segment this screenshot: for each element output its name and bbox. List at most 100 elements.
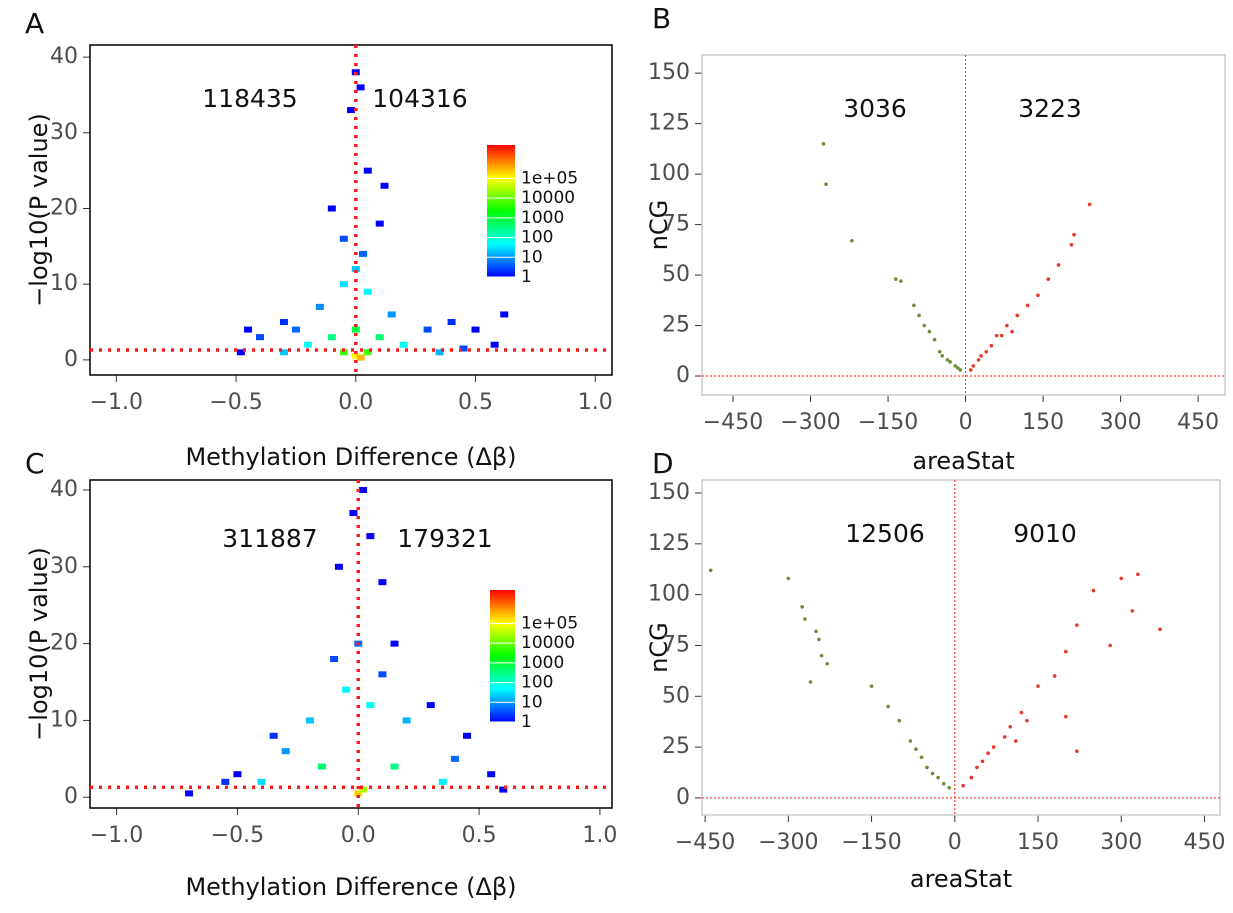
colorbar-label: 10 [521, 247, 543, 267]
point [1010, 329, 1014, 334]
plot-frame [701, 479, 1221, 816]
y-tick-label: 50 [662, 683, 690, 708]
y-tick-label: 150 [648, 60, 690, 85]
hex-cell [351, 353, 360, 360]
x-tick-label: 450 [1177, 410, 1219, 435]
point [1075, 623, 1079, 627]
point [1036, 684, 1040, 688]
hex-cell [279, 319, 288, 326]
hex-cell [426, 702, 435, 709]
point [976, 358, 981, 362]
x-tick-label: 0.0 [341, 823, 376, 848]
point [912, 303, 916, 308]
y-axis-title: −log10(P value) [25, 113, 53, 307]
count-annotation: 12506 [845, 519, 925, 548]
hex-cell [487, 771, 496, 778]
point [899, 279, 903, 283]
point [936, 775, 940, 780]
hex-cell [339, 235, 348, 242]
hex-cell [390, 763, 399, 770]
hex-cell [402, 717, 411, 724]
point [937, 349, 942, 354]
hex-cell [269, 732, 278, 739]
y-tick-label: 20 [50, 195, 78, 220]
point [945, 358, 950, 362]
point [961, 783, 965, 788]
hex-cell [351, 326, 360, 333]
y-tick-label: 0 [676, 785, 690, 810]
x-tick-label: −300 [758, 830, 818, 855]
y-tick-label: 30 [50, 554, 78, 579]
y-axis-title: nCG [645, 200, 673, 251]
colorbar [490, 590, 515, 722]
point [941, 781, 946, 786]
x-tick-label: −300 [780, 410, 840, 435]
colorbar-label: 1000 [521, 653, 564, 673]
point [969, 775, 974, 780]
hex-cell [327, 334, 336, 341]
hex-cell [363, 349, 372, 356]
hex-cell [305, 717, 314, 724]
point [980, 759, 985, 764]
hex-cell [366, 702, 375, 709]
hex-cell [221, 778, 230, 785]
count-annotation: 179321 [397, 524, 492, 553]
point [1075, 749, 1079, 753]
point [1087, 202, 1092, 207]
point [1072, 232, 1076, 237]
hex-cell [499, 786, 508, 793]
hex-cell [351, 266, 360, 273]
colorbar-label: 100 [521, 673, 553, 693]
hex-cell [257, 778, 266, 785]
x-axis-title: Methylation Difference (Δβ) [185, 873, 516, 901]
y-tick-label: 75 [662, 632, 690, 657]
point [968, 368, 973, 372]
y-tick-label: 25 [662, 313, 690, 338]
point [908, 739, 913, 743]
point [930, 771, 935, 776]
hex-cell [363, 288, 372, 295]
count-annotation: 3036 [843, 94, 907, 123]
hex-cell [315, 303, 324, 310]
panel-label: C [25, 447, 45, 480]
colorbar-label: 1 [521, 267, 532, 287]
hex-cell [359, 786, 368, 793]
x-tick-label: 0.0 [338, 390, 373, 415]
point [927, 329, 932, 334]
point [869, 684, 874, 688]
point [971, 364, 976, 368]
point [1025, 303, 1030, 308]
hex-cell [349, 510, 358, 517]
hex-cell [390, 640, 399, 647]
hex-cell [387, 311, 396, 318]
point [819, 653, 824, 658]
x-axis-title: Methylation Difference (Δβ) [185, 443, 516, 471]
x-tick-label: 300 [1100, 830, 1142, 855]
point [1108, 643, 1112, 648]
point [786, 576, 791, 581]
hex-cell [356, 84, 365, 91]
y-tick-label: 40 [50, 477, 78, 502]
point [1158, 627, 1162, 632]
point [1014, 739, 1018, 743]
point [989, 343, 994, 348]
point [947, 785, 952, 790]
panel-label: D [652, 447, 674, 480]
y-axis-title: nCG [645, 622, 673, 673]
point [1119, 576, 1124, 581]
x-tick-label: 0.5 [458, 390, 493, 415]
point [925, 765, 929, 770]
y-tick-label: 50 [662, 262, 690, 287]
plot-frame [89, 479, 613, 809]
hex-cell [399, 341, 408, 348]
y-tick-label: 10 [50, 271, 78, 296]
x-tick-label: 450 [1183, 830, 1225, 855]
hex-cell [380, 182, 389, 189]
x-tick-label: 0 [948, 830, 962, 855]
point [821, 142, 826, 146]
x-tick-label: −150 [841, 830, 901, 855]
point [979, 354, 983, 358]
colorbar [487, 145, 515, 277]
x-tick-label: −150 [858, 410, 918, 435]
